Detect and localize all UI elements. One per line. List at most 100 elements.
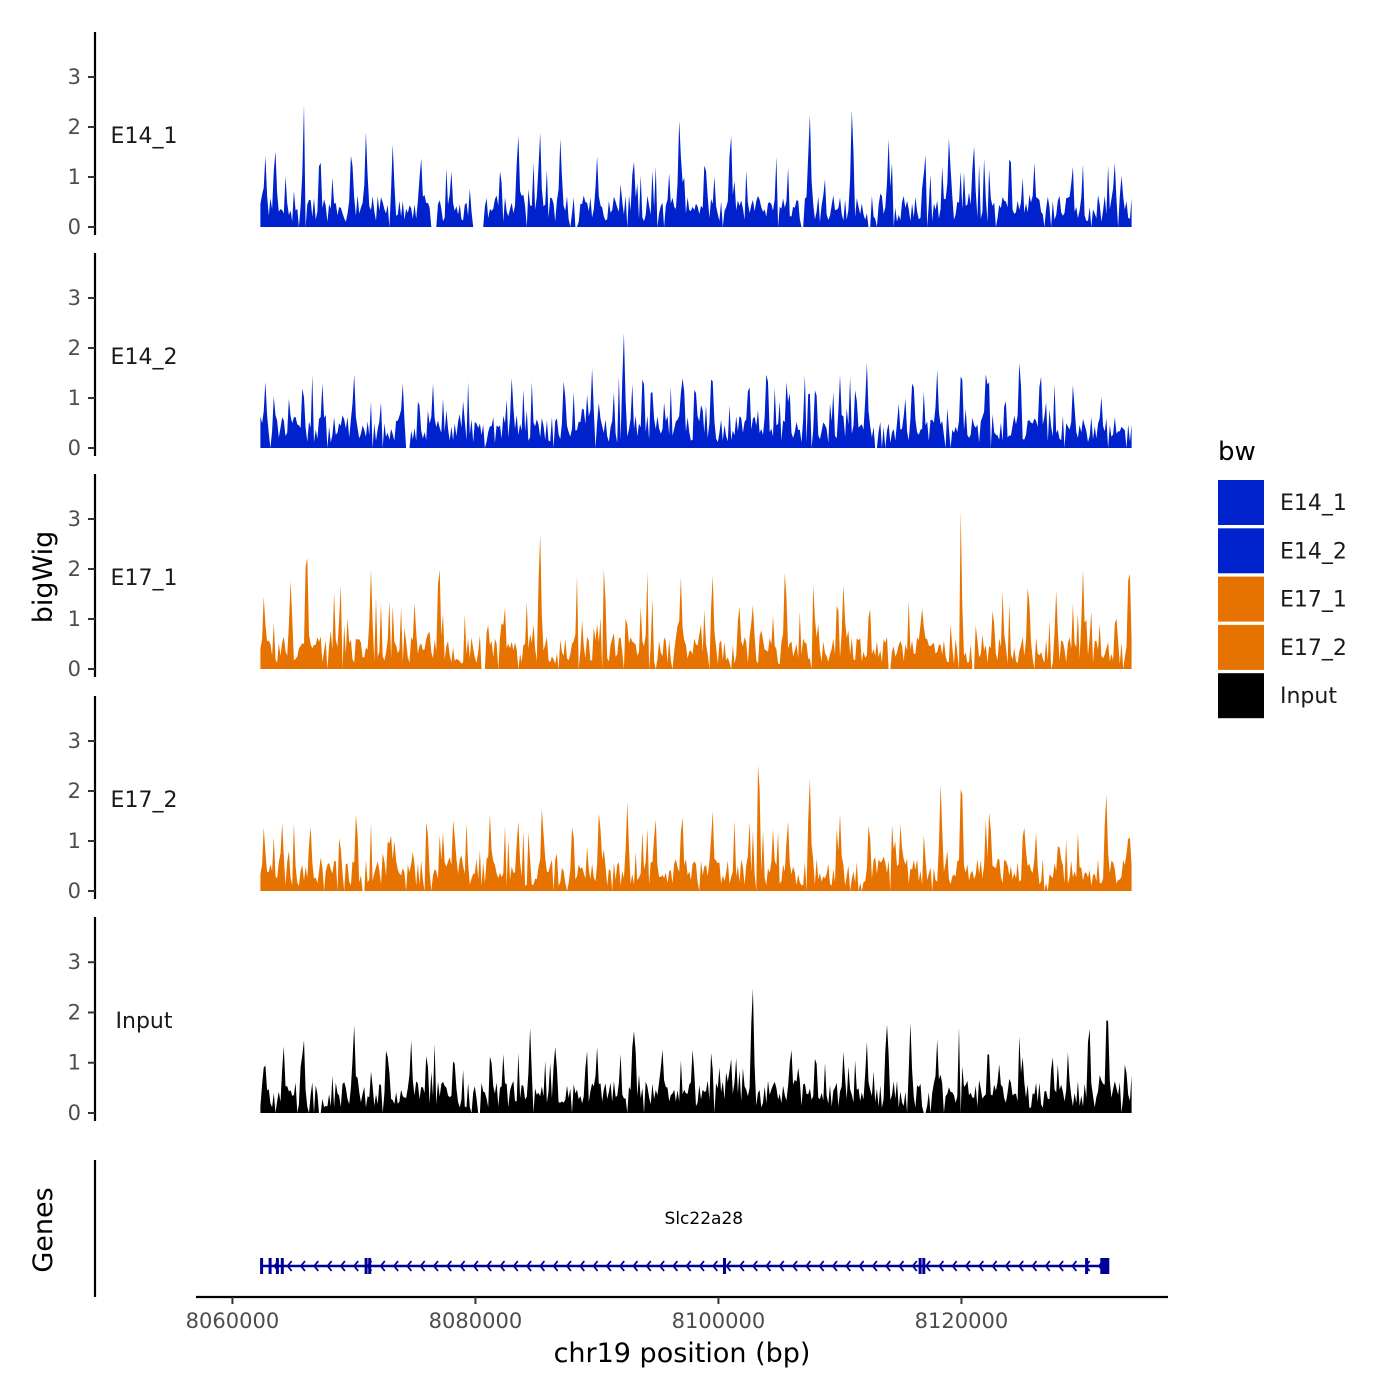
signal-area-E17_2 — [260, 764, 1132, 891]
y-tick-label: 2 — [68, 1000, 81, 1024]
x-axis: 8060000 8080000 8100000 8120000 — [186, 1295, 1168, 1333]
strand-arrow — [991, 1260, 998, 1272]
strand-arrow — [845, 1260, 852, 1272]
gene-name-label: Slc22a28 — [665, 1209, 744, 1229]
strand-arrow — [459, 1260, 466, 1272]
exon — [368, 1258, 372, 1274]
legend-swatch-E17_1 — [1218, 576, 1264, 622]
y-tick-label: 2 — [68, 115, 81, 139]
x-tick-label: 8060000 — [186, 1309, 280, 1333]
track-label-E14_2: E14_2 — [111, 345, 178, 370]
strand-arrow — [472, 1260, 479, 1272]
track-label-E17_1: E17_1 — [111, 566, 178, 591]
exon — [364, 1258, 368, 1274]
signal-area-E14_2 — [260, 333, 1132, 448]
tracks-group: 0 1 2 3 E14_1 0 1 2 3 E14_2 0 1 2 3 E17_1 0 1 2 3 E17_2 0 1 2 3… — [68, 32, 1132, 1125]
strand-arrow — [818, 1260, 825, 1272]
strand-arrow — [1057, 1260, 1064, 1272]
strand-arrow — [1071, 1260, 1078, 1272]
y-axis-title: bigWig — [28, 531, 59, 624]
strand-arrow — [698, 1260, 705, 1272]
legend-swatch-Input — [1218, 673, 1264, 719]
strand-arrow — [805, 1260, 812, 1272]
strand-arrow — [938, 1260, 945, 1272]
strand-arrow — [313, 1260, 320, 1272]
track-E17_1: 0 1 2 3 E17_1 — [68, 474, 1132, 681]
strand-arrow — [1004, 1260, 1011, 1272]
strand-arrow — [752, 1260, 758, 1272]
strand-arrow — [619, 1260, 625, 1272]
strand-arrow — [605, 1260, 612, 1272]
strand-arrow — [951, 1260, 958, 1272]
y-tick-label: 0 — [68, 657, 81, 681]
strand-arrow — [552, 1260, 559, 1272]
strand-arrow — [392, 1260, 399, 1272]
y-tick-label: 0 — [68, 215, 81, 239]
strand-arrow — [353, 1260, 359, 1272]
strand-arrow — [1044, 1260, 1051, 1272]
strand-arrow — [592, 1260, 599, 1272]
x-tick-label: 8100000 — [672, 1309, 766, 1333]
strand-arrow — [579, 1260, 586, 1272]
strand-arrow — [379, 1260, 386, 1272]
strand-arrow — [512, 1260, 519, 1272]
genes-track-title: Genes — [28, 1187, 59, 1272]
y-tick-label: 2 — [68, 557, 81, 581]
legend-swatch-E14_2 — [1218, 528, 1264, 574]
strand-arrow — [432, 1260, 439, 1272]
x-axis-title: chr19 position (bp) — [554, 1338, 811, 1369]
track-E14_2: 0 1 2 3 E14_2 — [68, 253, 1132, 460]
y-tick-label: 3 — [68, 729, 81, 753]
strand-arrow — [911, 1260, 918, 1272]
exon — [260, 1258, 264, 1274]
strand-arrow — [299, 1260, 306, 1272]
strand-arrow — [499, 1260, 506, 1272]
legend-title: bw — [1218, 437, 1256, 467]
strand-arrow — [831, 1260, 838, 1272]
strand-arrow — [565, 1260, 572, 1272]
exon — [1085, 1258, 1089, 1274]
signal-area-E17_1 — [260, 509, 1132, 669]
legend-swatch-E17_2 — [1218, 624, 1264, 670]
exon — [268, 1258, 272, 1274]
legend-label-E14_2: E14_2 — [1280, 539, 1347, 564]
y-tick-label: 3 — [68, 286, 81, 310]
strand-arrow — [419, 1260, 426, 1272]
legend-label-E17_1: E17_1 — [1280, 588, 1347, 613]
strand-arrow — [791, 1260, 798, 1272]
track-E17_2: 0 1 2 3 E17_2 — [68, 696, 1132, 903]
strand-arrow — [286, 1260, 293, 1272]
y-tick-label: 2 — [68, 779, 81, 803]
y-tick-label: 0 — [68, 436, 81, 460]
y-tick-label: 1 — [68, 165, 81, 189]
legend-swatch-E14_1 — [1218, 480, 1264, 525]
strand-arrow — [539, 1260, 546, 1272]
exon — [922, 1258, 926, 1274]
y-tick-label: 1 — [68, 607, 81, 631]
strand-arrow — [658, 1260, 665, 1272]
y-tick-label: 2 — [68, 336, 81, 360]
strand-arrow — [978, 1260, 985, 1272]
x-tick-label: 8080000 — [429, 1309, 523, 1333]
y-tick-label: 3 — [68, 507, 81, 531]
strand-arrow — [964, 1260, 971, 1272]
strand-arrow — [898, 1260, 905, 1272]
exon — [723, 1258, 726, 1274]
track-label-E14_1: E14_1 — [111, 124, 178, 149]
x-tick-label: 8120000 — [915, 1309, 1009, 1333]
strand-arrow — [778, 1260, 785, 1272]
strand-arrow — [765, 1260, 772, 1272]
strand-arrow — [486, 1260, 492, 1272]
strand-arrow — [924, 1260, 931, 1272]
strand-arrow — [725, 1260, 732, 1272]
y-tick-label: 1 — [68, 1051, 81, 1075]
legend-label-E17_2: E17_2 — [1280, 636, 1347, 661]
track-label-Input: Input — [116, 1009, 173, 1034]
signal-area-E14_1 — [260, 104, 1132, 227]
strand-arrow — [406, 1260, 413, 1272]
gene-track: Slc22a28 — [93, 1160, 1110, 1297]
signal-area-Input — [260, 988, 1132, 1113]
track-E14_1: 0 1 2 3 E14_1 — [68, 32, 1132, 239]
